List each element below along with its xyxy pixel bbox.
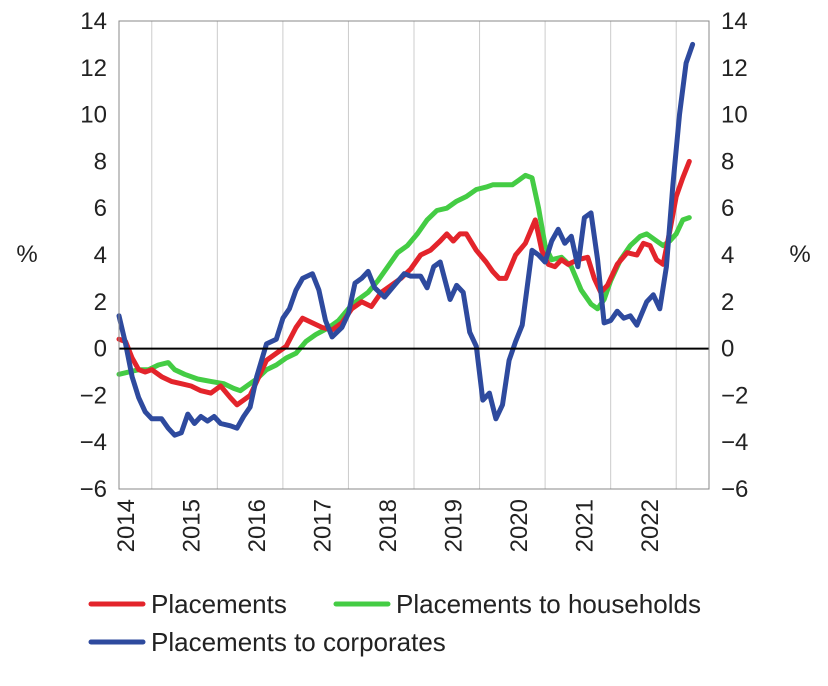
right-y-tick-label: 4 — [721, 242, 734, 269]
left-y-tick-label: −4 — [80, 429, 107, 456]
x-tick-label: 2021 — [572, 499, 599, 552]
right-y-tick-label: 8 — [721, 148, 734, 175]
right-y-tick-label: 10 — [721, 102, 748, 129]
x-tick-label: 2019 — [441, 499, 468, 552]
left-y-tick-label: 10 — [80, 102, 107, 129]
left-y-tick-label: −2 — [80, 382, 107, 409]
left-y-tick-label: 6 — [94, 195, 107, 222]
right-y-tick-label: −2 — [721, 382, 748, 409]
legend-label-placements-to-corporates: Placements to corporates — [151, 627, 446, 657]
x-tick-label: 2018 — [375, 499, 402, 552]
x-tick-label: 2020 — [506, 499, 533, 552]
right-y-tick-label: −6 — [721, 476, 748, 503]
plot-frame — [118, 20, 710, 490]
right-y-axis: −6 −4 −2 0 2 4 6 8 10 12 14 — [721, 8, 748, 503]
right-y-tick-label: 0 — [721, 336, 734, 363]
legend-label-placements-to-households: Placements to households — [396, 589, 701, 619]
right-axis-unit: % — [789, 241, 810, 268]
series-layer — [116, 41, 696, 438]
left-y-tick-label: 2 — [94, 289, 107, 316]
x-axis: 2014 2015 2016 2017 2018 2019 2020 2021 2022 — [113, 499, 664, 552]
legend: Placements Placements to households Placem… — [88, 589, 701, 657]
left-y-tick-label: −6 — [80, 476, 107, 503]
x-tick-label: 2022 — [637, 499, 664, 552]
right-y-tick-label: 12 — [721, 55, 748, 82]
series-line-placements — [116, 158, 692, 408]
left-y-tick-label: 12 — [80, 55, 107, 82]
series-line-placements-to-corporates — [116, 41, 696, 438]
legend-label-placements: Placements — [151, 589, 287, 619]
left-y-axis: −6 −4 −2 0 2 4 6 8 10 12 14 — [80, 8, 107, 503]
left-y-tick-label: 8 — [94, 148, 107, 175]
series-line-placements-to-households — [116, 172, 692, 394]
x-tick-label: 2017 — [309, 499, 336, 552]
x-tick-label: 2016 — [244, 499, 271, 552]
right-y-tick-label: −4 — [721, 429, 748, 456]
left-axis-unit: % — [16, 241, 37, 268]
x-tick-label: 2014 — [113, 499, 140, 552]
left-y-tick-label: 14 — [80, 8, 107, 35]
right-y-tick-label: 14 — [721, 8, 748, 35]
left-y-tick-label: 4 — [94, 242, 107, 269]
right-y-tick-label: 2 — [721, 289, 734, 316]
right-y-tick-label: 6 — [721, 195, 734, 222]
left-y-tick-label: 0 — [94, 336, 107, 363]
x-tick-label: 2015 — [178, 499, 205, 552]
